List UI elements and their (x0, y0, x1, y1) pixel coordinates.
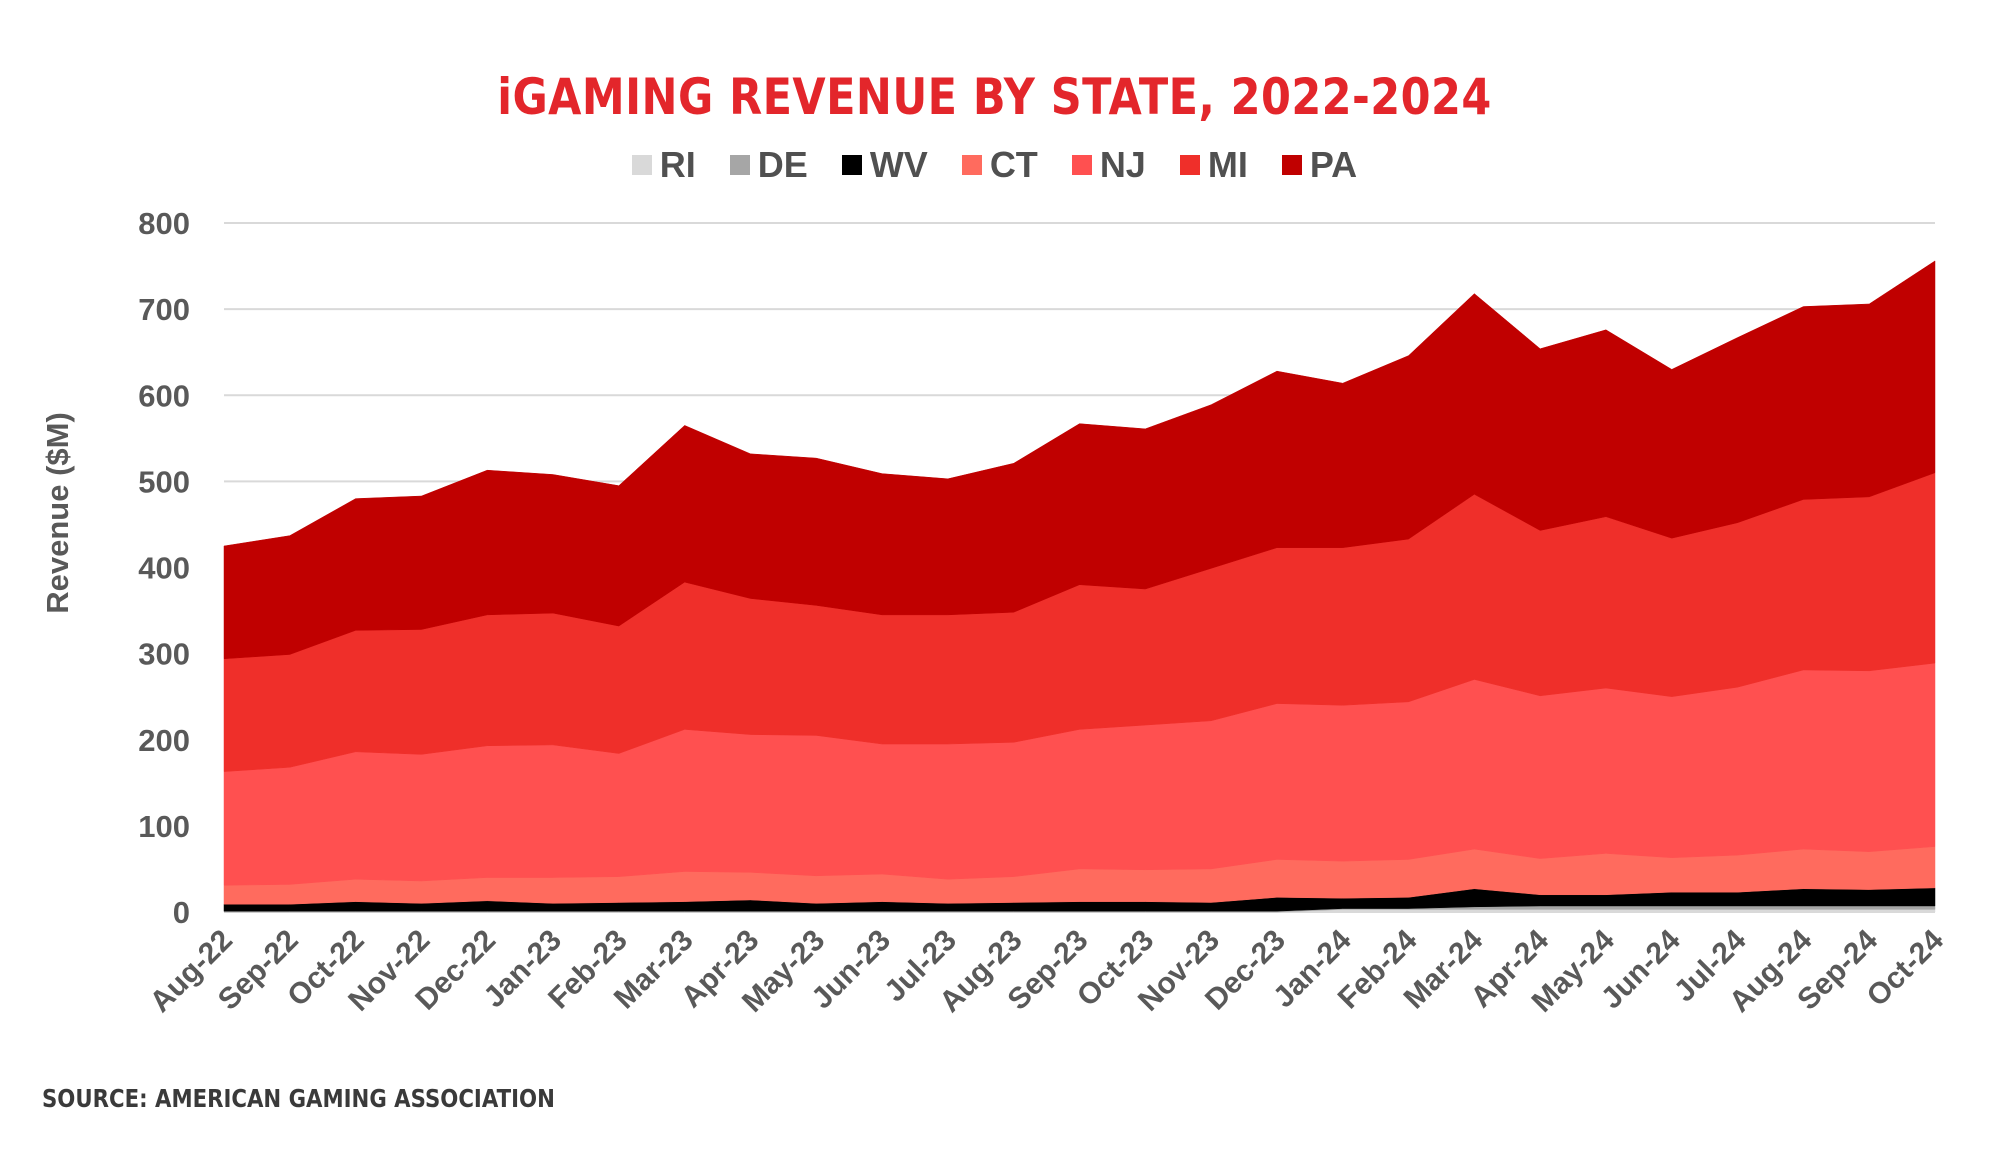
legend-label-ct: CT (989, 144, 1038, 185)
y-tick-label-400: 400 (138, 551, 190, 586)
legend-label-pa: PA (1309, 144, 1358, 185)
legend-swatch-nj (1071, 155, 1092, 175)
legend-item-ct: CT (961, 144, 1038, 186)
legend: RI DE WV CT NJ MI PA (0, 144, 1989, 186)
legend-label-de: DE (757, 144, 808, 185)
legend-item-pa: PA (1281, 144, 1358, 186)
chart-title: iGAMING REVENUE BY STATE, 2022-2024 (497, 68, 1492, 126)
y-tick-label-200: 200 (138, 723, 190, 758)
y-axis-ticks: 0 100 200 300 400 500 600 700 800 (138, 206, 190, 930)
area-pa (223, 260, 1936, 660)
legend-swatch-mi (1179, 155, 1200, 175)
legend-swatch-wv (841, 155, 862, 175)
x-axis-ticks: Aug-22Sep-22Oct-22Nov-22Dec-22Jan-23Feb-… (144, 923, 1950, 1018)
legend-swatch-ct (961, 155, 982, 175)
legend-label-mi: MI (1207, 144, 1248, 185)
legend-item-mi: MI (1179, 144, 1248, 186)
legend-label-wv: WV (869, 144, 928, 185)
y-tick-label-600: 600 (138, 378, 190, 413)
y-axis-label: Revenue ($M) (40, 412, 75, 614)
legend-item-ri: RI (631, 144, 696, 186)
y-tick-label-800: 800 (138, 206, 190, 241)
x-tick-label-oct-24: Oct-24 (1861, 923, 1951, 1013)
source-note: SOURCE: AMERICAN GAMING ASSOCIATION (42, 1084, 555, 1113)
legend-item-wv: WV (841, 144, 928, 186)
area-series (223, 260, 1936, 913)
legend-swatch-pa (1281, 155, 1302, 175)
legend-swatch-de (729, 155, 750, 175)
legend-item-nj: NJ (1071, 144, 1146, 186)
y-tick-label-300: 300 (138, 637, 190, 672)
legend-label-nj: NJ (1099, 144, 1146, 185)
y-tick-label-0: 0 (173, 895, 190, 930)
y-tick-label-100: 100 (138, 809, 190, 844)
legend-swatch-ri (631, 155, 652, 175)
y-tick-label-500: 500 (138, 464, 190, 499)
legend-item-de: DE (729, 144, 808, 186)
legend-label-ri: RI (659, 144, 696, 185)
y-tick-label-700: 700 (138, 292, 190, 327)
